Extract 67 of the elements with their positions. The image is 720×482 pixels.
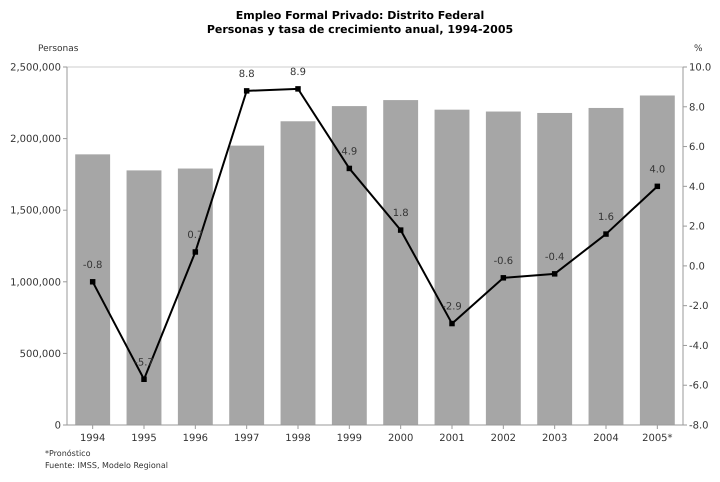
y-tick-label: 1,000,000 <box>10 277 61 288</box>
bar <box>280 121 316 425</box>
x-tick-label: 2005* <box>642 433 673 444</box>
bar <box>75 154 110 425</box>
chart-subtitle: Personas y tasa de crecimiento anual, 1994-2005 <box>206 23 514 36</box>
y2-tick-label: 10.0 <box>689 62 712 74</box>
x-tick-label: 1996 <box>182 433 208 444</box>
data-label: 1.6 <box>598 212 614 224</box>
data-label: 1.8 <box>392 208 409 220</box>
y-tick-label: 500,000 <box>20 348 61 360</box>
y2-tick-label: 8.0 <box>689 102 705 114</box>
bar <box>332 106 367 425</box>
bar <box>588 108 624 425</box>
x-tick-label: 2002 <box>490 433 516 444</box>
data-label: 8.8 <box>238 68 255 80</box>
point <box>244 88 250 94</box>
y2-tick-label: 0.0 <box>689 261 705 272</box>
y2-tick-label: -4.0 <box>689 340 709 352</box>
point <box>192 249 198 255</box>
point <box>295 86 301 92</box>
x-tick-label: 2003 <box>542 433 568 444</box>
y-tick-label: 1,500,000 <box>10 206 61 217</box>
y2-tick-label: -8.0 <box>689 420 709 432</box>
x-tick-label: 2004 <box>593 433 619 444</box>
point <box>346 166 352 172</box>
bar <box>434 110 470 425</box>
y2-tick-label: 4.0 <box>689 182 705 193</box>
y2-tick-label: 6.0 <box>689 142 705 154</box>
x-tick-label: 1995 <box>131 433 157 444</box>
bar <box>486 112 521 425</box>
data-label: 4.9 <box>341 146 358 158</box>
chart-title: Empleo Formal Privado: Distrito Federal <box>236 9 484 22</box>
point <box>398 227 404 233</box>
bar <box>229 146 264 425</box>
bar <box>178 168 213 425</box>
x-tick-label: 2001 <box>439 433 465 444</box>
x-tick-label: 1994 <box>80 433 106 444</box>
point <box>500 275 506 281</box>
bar <box>537 112 572 425</box>
y2-tick-label: -6.0 <box>689 380 709 392</box>
data-label: 8.9 <box>290 66 306 78</box>
bar <box>640 95 675 425</box>
y-tick-label: 2,500,000 <box>10 62 61 74</box>
y-tick-label: 0 <box>54 420 61 432</box>
x-tick-label: 1997 <box>234 433 260 444</box>
point <box>654 184 660 190</box>
bar <box>383 100 418 425</box>
y2-axis-title: % <box>694 44 703 54</box>
x-tick-label: 1998 <box>285 433 311 444</box>
point <box>603 231 609 237</box>
y2-tick-label: 2.0 <box>689 222 705 233</box>
point <box>90 279 96 285</box>
point <box>449 320 455 326</box>
data-label: -0.8 <box>82 260 102 271</box>
point <box>141 376 147 382</box>
x-tick-label: 1999 <box>336 433 362 444</box>
data-label: 4.0 <box>649 164 666 176</box>
source-note: Fuente: IMSS, Modelo Regional <box>45 461 168 470</box>
point <box>552 271 558 277</box>
y-axis-title: Personas <box>38 44 79 54</box>
data-label: -0.4 <box>544 252 564 263</box>
bar <box>126 170 162 425</box>
y-tick-label: 2,000,000 <box>10 134 61 146</box>
x-tick-label: 2000 <box>388 433 414 444</box>
y2-tick-label: -2.0 <box>689 301 709 312</box>
text: *Pronóstico <box>45 449 91 458</box>
data-label: -0.6 <box>494 256 514 267</box>
